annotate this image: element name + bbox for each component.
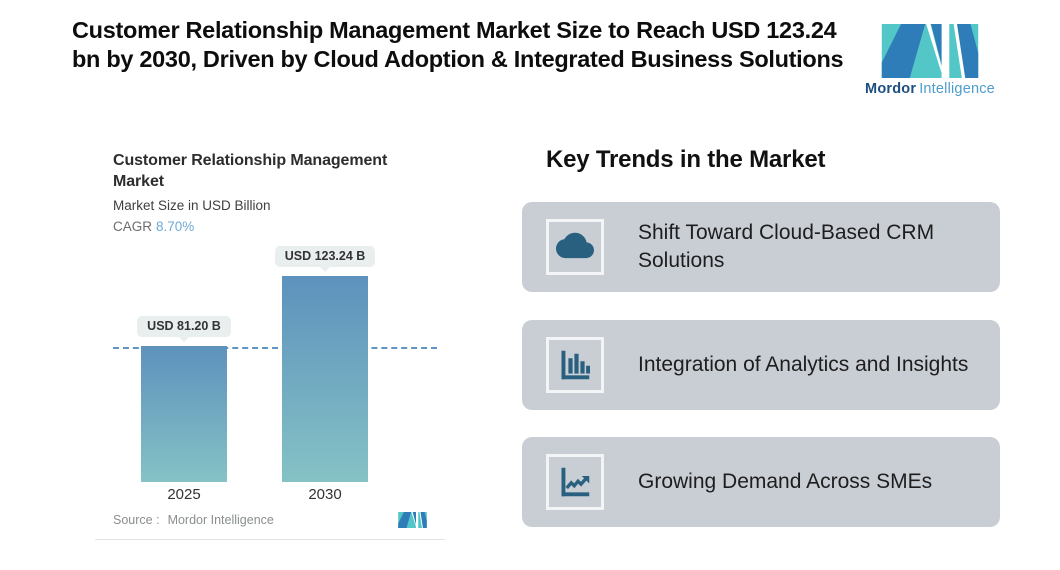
mordor-intelligence-mini-logo-icon [398, 512, 427, 528]
source-value: Mordor Intelligence [167, 513, 274, 527]
bar-chart-icon [561, 350, 590, 380]
chart-subtitle: Market Size in USD Billion [113, 198, 271, 213]
trend-card-analytics: Integration of Analytics and Insights [522, 320, 1000, 410]
trends-heading: Key Trends in the Market [546, 146, 826, 173]
line-chart-icon [561, 467, 590, 497]
bar-2025 [141, 346, 227, 482]
trend-card-smes: Growing Demand Across SMEs [522, 437, 1000, 527]
chart-title: Customer Relationship Management Market [113, 152, 388, 190]
chart-cagr: CAGR 8.70% [113, 219, 194, 234]
bar-group-2030: USD 123.24 B 2030 [274, 246, 376, 503]
source-label: Source : [113, 513, 160, 527]
bar-2030 [282, 276, 368, 482]
trend-label: Integration of Analytics and Insights [638, 353, 969, 376]
brand-name-light: Intelligence [919, 81, 995, 97]
x-axis-label-2030: 2030 [308, 486, 342, 503]
cagr-label: CAGR [113, 219, 153, 234]
bar-group-2025: USD 81.20 B 2025 [137, 316, 231, 503]
market-chart-card: Customer Relationship Management Market … [95, 140, 445, 540]
trend-icon-box [546, 219, 604, 275]
cloud-icon [556, 232, 594, 259]
trend-label: Growing Demand Across SMEs [638, 470, 933, 493]
bar-chart-plot: USD 81.20 B 2025 USD 123.24 B 2030 [95, 140, 445, 539]
trend-card-cloud: Shift Toward Cloud-Based CRM Solutions [522, 202, 1000, 292]
page-headline: Customer Relationship Management Market … [72, 17, 844, 72]
bar-value-callout: USD 81.20 B [137, 316, 231, 342]
reference-dashed-line [113, 347, 437, 349]
bar-value-callout: USD 123.24 B [274, 246, 376, 272]
trend-icon-box [546, 454, 604, 510]
x-axis-label-2025: 2025 [167, 486, 201, 503]
trend-icon-box [546, 337, 604, 393]
mordor-intelligence-logo-icon [881, 24, 979, 78]
brand-name-bold: Mordor [865, 81, 917, 97]
cagr-value: 8.70% [156, 219, 195, 234]
chart-source-row: Source : Mordor Intelligence [113, 512, 427, 528]
trend-label: Shift Toward Cloud-Based CRM Solutions [638, 221, 935, 272]
brand-name: Mordor Intelligence [860, 81, 1000, 97]
brand-logo: Mordor Intelligence [860, 24, 1000, 97]
